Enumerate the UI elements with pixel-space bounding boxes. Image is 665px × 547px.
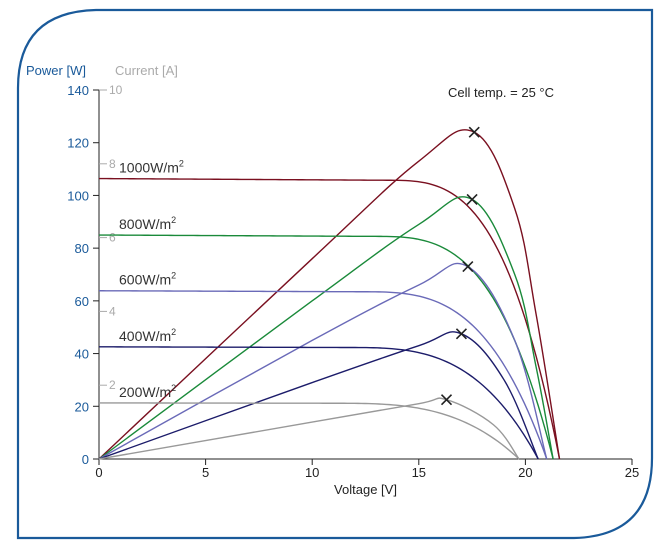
x-tick-label: 25 bbox=[625, 465, 639, 480]
power-tick-label: 100 bbox=[67, 188, 89, 203]
current-tick-label: 4 bbox=[109, 304, 116, 318]
irradiance-label-text: 400W/m bbox=[119, 328, 171, 344]
power-curve-s800 bbox=[98, 196, 554, 460]
mpp-marker bbox=[468, 126, 480, 138]
x-tick-label: 10 bbox=[305, 465, 319, 480]
current-curve-s1000 bbox=[98, 177, 561, 460]
irradiance-label-text: 1000W/m bbox=[119, 160, 179, 176]
current-axis-label: Current [A] bbox=[115, 63, 178, 78]
power-curve-s1000 bbox=[98, 129, 561, 460]
power-curve-s200 bbox=[98, 397, 520, 460]
irradiance-label-s1000: 1000W/m2 bbox=[119, 159, 184, 176]
irradiance-label-s800: 800W/m2 bbox=[119, 215, 176, 232]
irradiance-label-s200: 200W/m2 bbox=[119, 383, 176, 400]
mpp-marker bbox=[462, 261, 474, 273]
current-curve-s200 bbox=[98, 402, 520, 460]
mpp-marker bbox=[466, 193, 478, 205]
x-tick-label: 5 bbox=[202, 465, 209, 480]
power-tick-label: 80 bbox=[75, 241, 89, 256]
irradiance-label-text: 600W/m bbox=[119, 272, 171, 288]
power-curve-s600 bbox=[98, 262, 548, 460]
current-curve-s400 bbox=[98, 346, 539, 460]
power-tick-label: 60 bbox=[75, 294, 89, 309]
irradiance-label-superscript: 2 bbox=[171, 327, 176, 337]
irradiance-label-text: 800W/m bbox=[119, 216, 171, 232]
power-tick-label: 0 bbox=[82, 452, 89, 467]
plot-area: 0 5 10 15 20 25 0 20 40 60 80 100 120 140 2 4 6 8 10 Power … bbox=[26, 63, 639, 497]
current-tick-label: 2 bbox=[109, 378, 116, 392]
power-curve-s400 bbox=[98, 331, 539, 460]
power-tick-label: 40 bbox=[75, 347, 89, 362]
irradiance-label-superscript: 2 bbox=[171, 215, 176, 225]
current-curve-s600 bbox=[98, 290, 548, 460]
power-tick-label: 120 bbox=[67, 136, 89, 151]
irradiance-label-superscript: 2 bbox=[171, 271, 176, 281]
current-tick-label: 8 bbox=[109, 157, 116, 171]
power-tick-label: 20 bbox=[75, 399, 89, 414]
irradiance-label-text: 200W/m bbox=[119, 384, 171, 400]
current-curve-s800 bbox=[98, 234, 554, 460]
irradiance-label-superscript: 2 bbox=[179, 159, 184, 169]
x-axis-label: Voltage [V] bbox=[334, 482, 397, 497]
current-tick-label: 6 bbox=[109, 231, 116, 245]
irradiance-label-superscript: 2 bbox=[171, 383, 176, 393]
mpp-marker bbox=[440, 394, 453, 406]
current-tick-label: 10 bbox=[109, 83, 123, 97]
irradiance-label-s400: 400W/m2 bbox=[119, 327, 176, 344]
power-tick-label: 140 bbox=[67, 83, 89, 98]
x-tick-label: 20 bbox=[518, 465, 532, 480]
mpp-marker bbox=[455, 328, 468, 340]
power-axis-label: Power [W] bbox=[26, 63, 86, 78]
cell-temp-annotation: Cell temp. = 25 °C bbox=[448, 85, 554, 100]
x-tick-label: 0 bbox=[95, 465, 102, 480]
frame-border bbox=[16, 8, 654, 540]
irradiance-label-s600: 600W/m2 bbox=[119, 271, 176, 288]
x-tick-label: 15 bbox=[412, 465, 426, 480]
